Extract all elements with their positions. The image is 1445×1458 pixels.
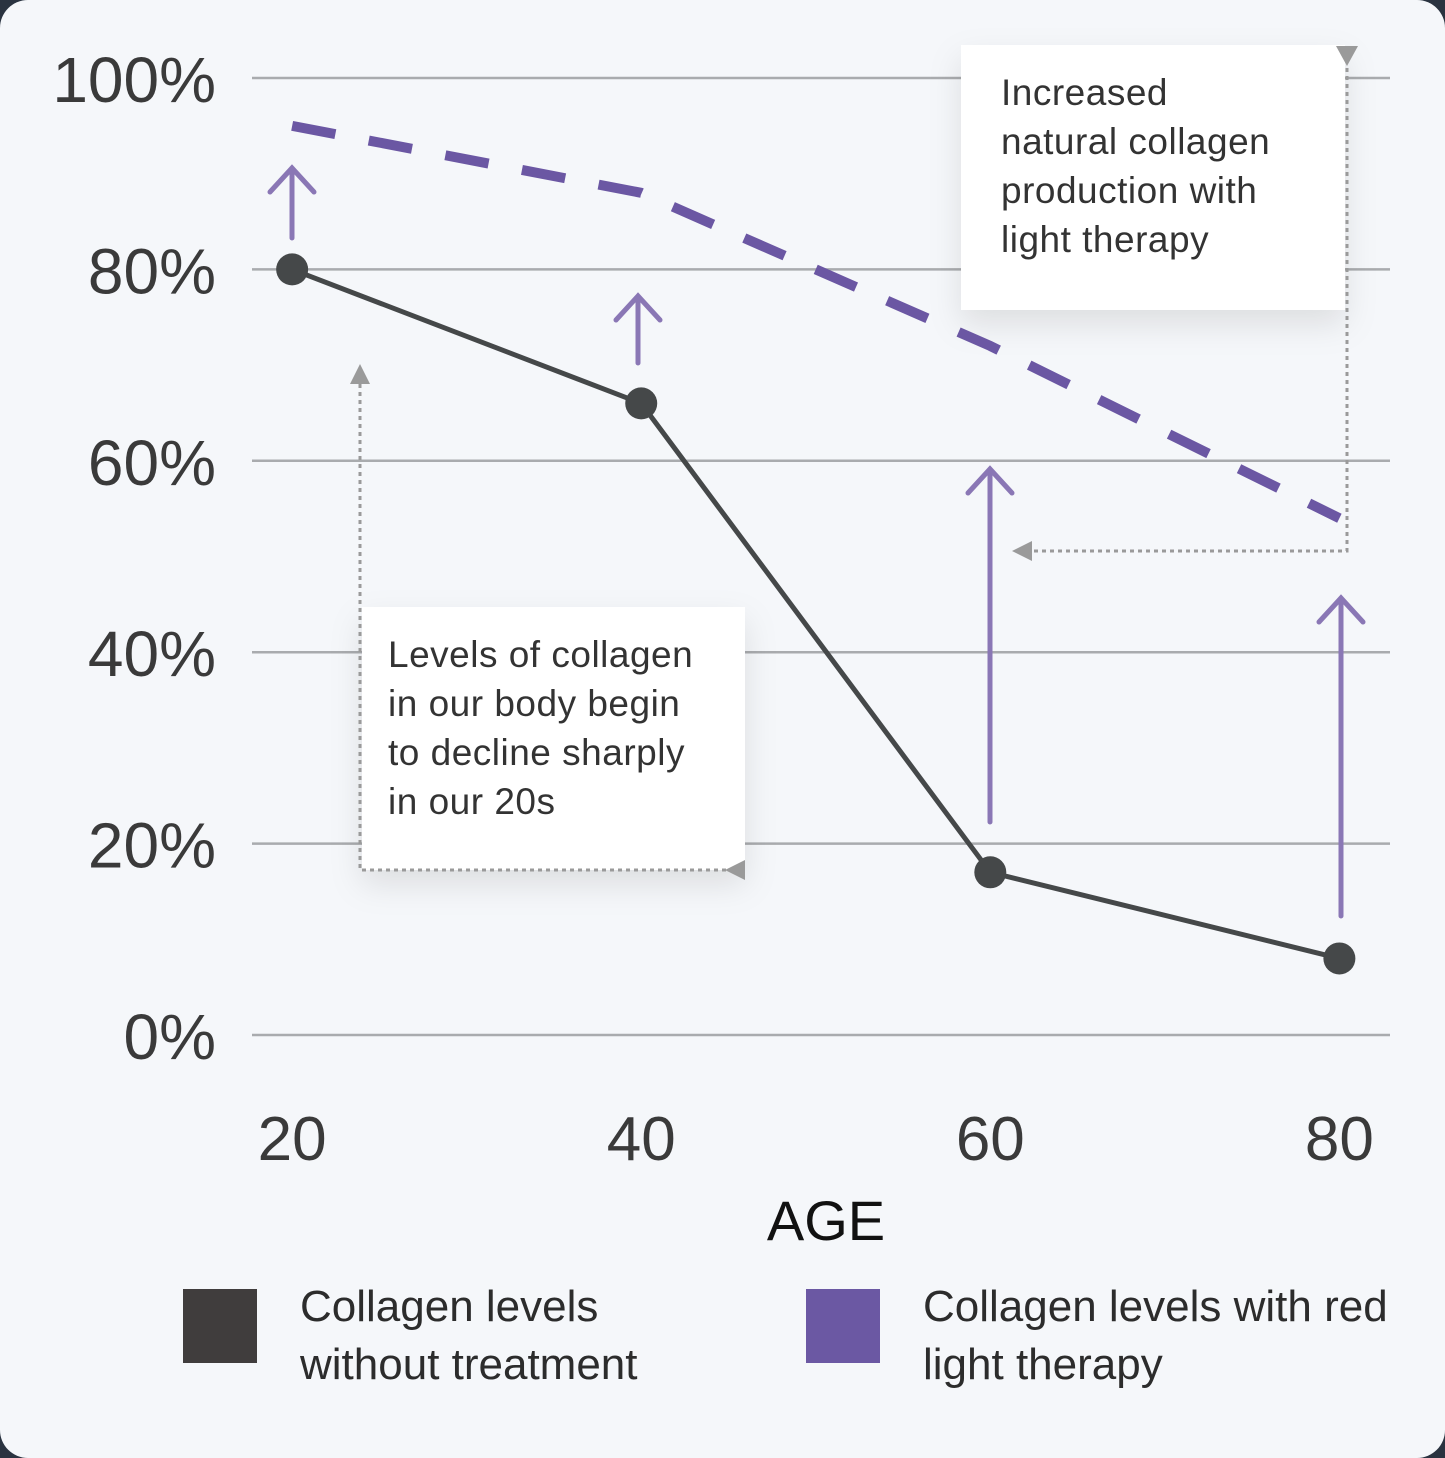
data-point <box>974 856 1007 889</box>
annotation-box <box>362 607 745 870</box>
x-axis-label: AGE <box>767 1189 885 1252</box>
legend-entry: Collagen levels without treatment <box>300 1282 638 1389</box>
series-line <box>291 267 1340 961</box>
annotation-text: in our body begin <box>388 683 680 724</box>
connector-heads <box>350 46 1358 880</box>
x-tick-label: 60 <box>956 1105 1025 1174</box>
y-tick-label: 80% <box>88 235 216 307</box>
data-point <box>276 253 309 286</box>
annotation-text: natural collagen <box>1001 121 1270 162</box>
y-tick-label: 60% <box>88 427 216 499</box>
legend-entry: Collagen levels with red light therapy <box>923 1282 1388 1389</box>
annotation-text: in our 20s <box>388 781 556 822</box>
data-point <box>1323 942 1356 975</box>
annotation-text: to decline sharply <box>388 732 685 773</box>
legend-swatch <box>183 1289 257 1363</box>
x-tick-label: 20 <box>258 1105 327 1174</box>
legend-swatch <box>806 1289 880 1363</box>
series-line <box>291 120 1342 523</box>
x-tick-label: 40 <box>607 1105 676 1174</box>
arrows <box>267 164 1366 919</box>
annotation-text: light therapy <box>1001 219 1209 260</box>
x-tick-label: 80 <box>1305 1105 1374 1174</box>
annotation-box <box>961 45 1345 310</box>
y-tick-label: 20% <box>88 810 216 882</box>
connectors <box>358 68 1349 872</box>
y-tick-label: 100% <box>52 44 216 116</box>
annotation-text: Increased <box>1001 72 1168 113</box>
data-point <box>625 387 658 420</box>
y-tick-label: 40% <box>88 618 216 690</box>
annotation-text: production with <box>1001 170 1257 211</box>
annotation-text: Levels of collagen <box>388 634 693 675</box>
y-tick-label: 0% <box>124 1001 217 1073</box>
